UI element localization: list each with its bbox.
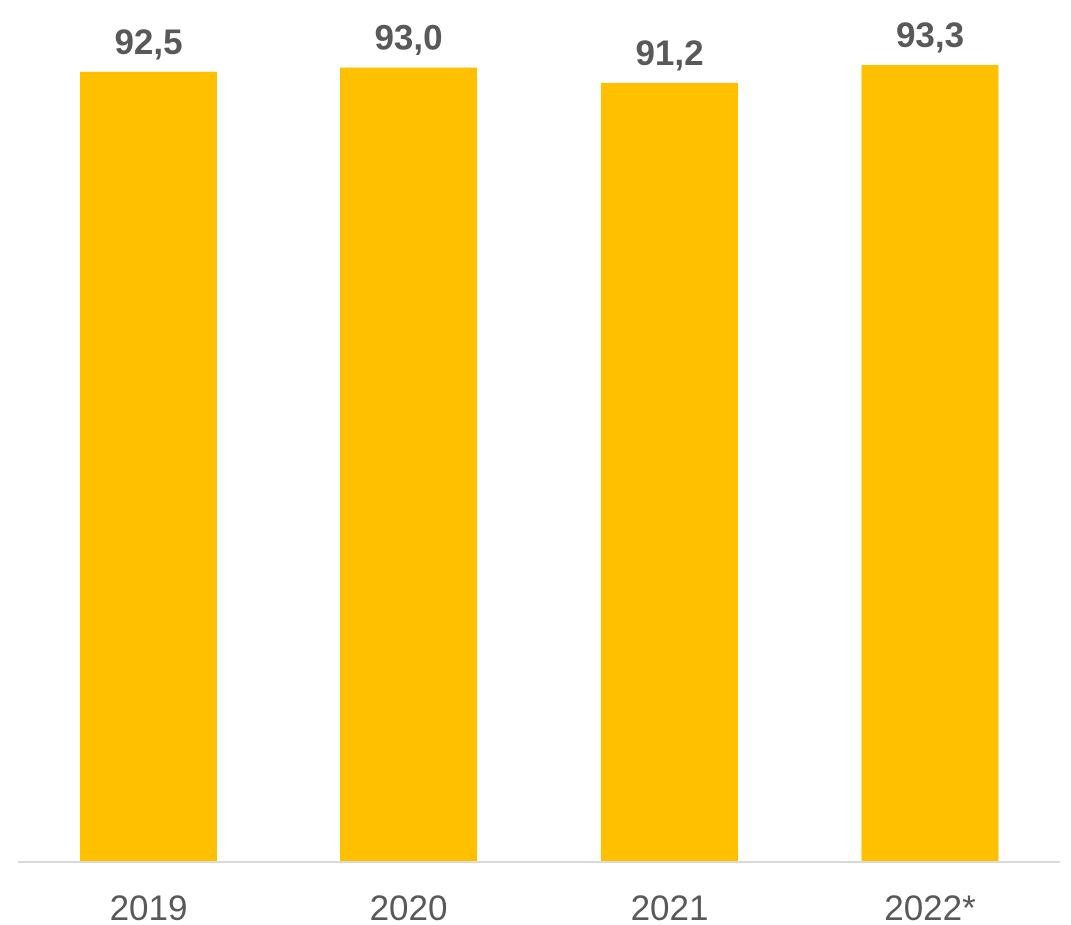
x-tick-label-2021: 2021 [631,889,709,925]
data-label-2019: 92,5 [114,23,182,62]
bar-2020 [340,67,477,863]
bars-group [80,65,999,863]
x-tick-labels-group: 2019 2020 2021 2022* [110,889,977,925]
data-label-2021: 91,2 [635,34,703,73]
bar-2019 [80,71,217,863]
value-labels-group: 92,5 93,0 91,2 93,3 [114,16,964,73]
x-tick-label-2022*: 2022* [884,889,976,925]
x-tick-label-2020: 2020 [370,889,448,925]
x-tick-label-2019: 2019 [110,889,188,925]
data-label-2020: 93,0 [374,19,442,58]
bar-2021 [601,82,738,862]
data-label-2022*: 93,3 [896,16,964,55]
bar-2022* [861,65,999,862]
